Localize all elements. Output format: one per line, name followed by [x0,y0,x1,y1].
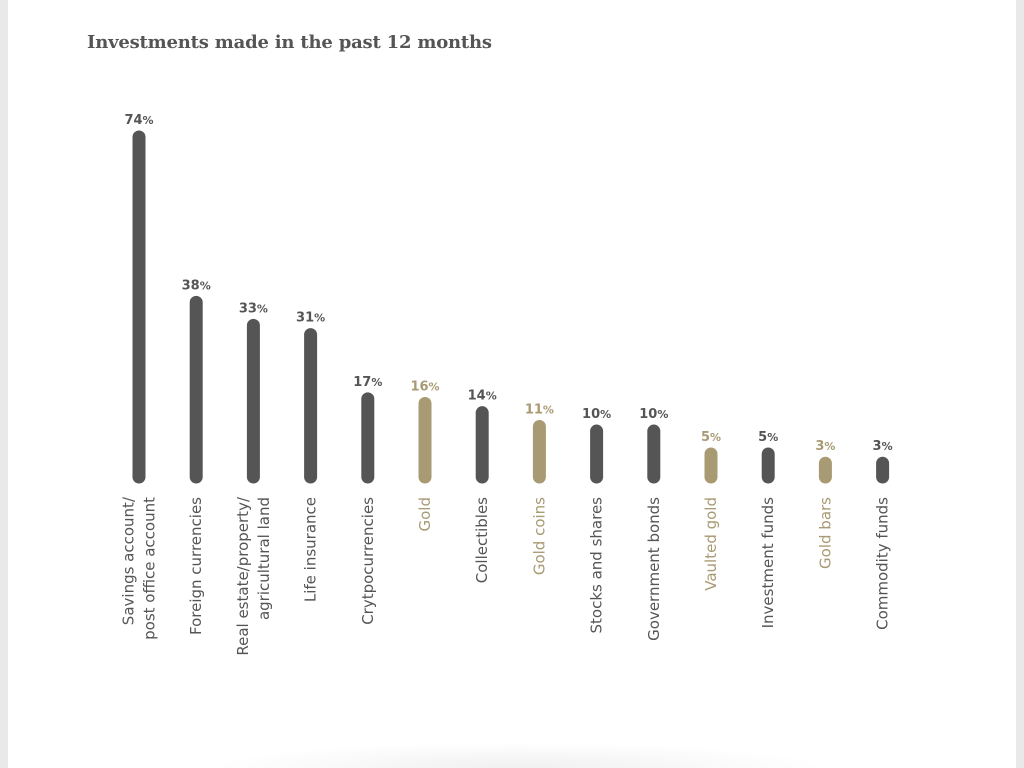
category-label: Gold [416,497,434,532]
category-label-line: Real estate/property/ [234,496,252,656]
category-label-line: Vaulted gold [702,497,720,591]
category-label-line: Foreign currencies [187,497,205,635]
category-label-line: agricultural land [255,497,273,620]
value-label: 11% [525,402,554,417]
category-label: Gold coins [530,497,548,575]
category-label-line: Government bonds [645,497,663,641]
value-label: 5% [701,430,721,445]
category-label-line: Gold [416,497,434,532]
category-label-line: Stocks and shares [588,497,606,634]
category-label-line: Gold bars [816,497,834,569]
category-label-line: Collectibles [473,497,491,583]
value-label: 16% [410,379,439,394]
category-label-line: Commodity funds [874,497,892,630]
category-label: Savings account/post office account [120,496,159,640]
category-label: Crytpocurrencies [359,497,377,625]
value-label: 33% [239,301,268,316]
category-label-line: Investment funds [759,497,777,629]
category-label-line: post office account [141,497,159,640]
value-label: 10% [582,407,611,422]
category-label: Commodity funds [874,497,892,630]
bottom-shadow [208,742,828,768]
value-label: 10% [639,407,668,422]
value-label: 3% [873,439,893,454]
value-label: 5% [758,430,778,445]
category-label: Government bonds [645,497,663,641]
category-label: Collectibles [473,497,491,583]
category-label: Life insurance [302,497,320,602]
category-label: Vaulted gold [702,497,720,591]
value-label: 31% [296,311,325,326]
bar-chart: 74% Savings account/post office account 38… [120,113,893,656]
value-label: 3% [815,439,835,454]
category-label: Stocks and shares [588,497,606,634]
value-label: 38% [182,278,211,293]
category-label-line: Life insurance [302,497,320,602]
value-label: 14% [468,389,497,404]
category-label-line: Crytpocurrencies [359,497,377,625]
value-label: 74% [124,113,153,128]
category-label-line: Gold coins [530,497,548,575]
category-label: Gold bars [816,497,834,569]
category-label: Foreign currencies [187,497,205,635]
category-label: Real estate/property/agricultural land [234,496,273,656]
category-label: Investment funds [759,497,777,629]
value-label: 17% [353,375,382,390]
category-label-line: Savings account/ [120,496,138,625]
chart-title: Investments made in the past 12 months [87,32,492,53]
chart-page: Investments made in the past 12 months 7… [8,0,1016,768]
